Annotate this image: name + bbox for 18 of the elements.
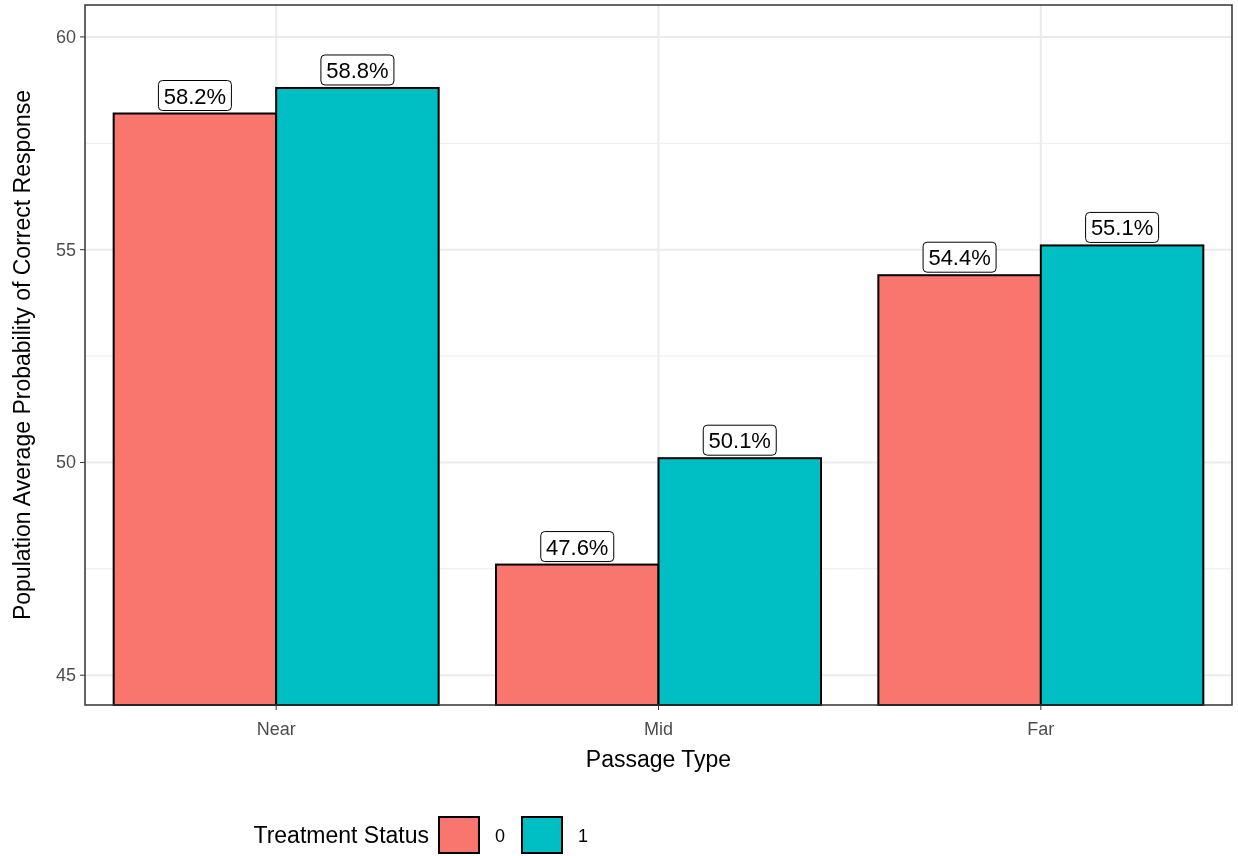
y-axis-title: Population Average Probability of Correct Response	[9, 89, 35, 621]
y-tick-label: 50	[55, 452, 76, 473]
data-label: 47.6%	[546, 534, 609, 560]
x-axis-title: Passage Type	[585, 746, 732, 772]
legend-title: Treatment Status	[253, 822, 429, 848]
x-tick-label: Near	[256, 719, 296, 739]
y-tick-label: 55	[55, 239, 76, 260]
legend-label: 0	[495, 826, 506, 846]
data-label: 55.1%	[1090, 215, 1154, 241]
y-tick-label: 60	[55, 26, 76, 47]
x-tick-label: Mid	[643, 719, 674, 739]
data-label: 58.8%	[326, 57, 389, 83]
y-tick-label: 45	[55, 665, 76, 686]
data-label: 54.4%	[928, 245, 991, 271]
x-tick-label: Far	[1027, 719, 1055, 739]
legend-label: 1	[578, 826, 589, 846]
data-label: 50.1%	[708, 428, 771, 454]
data-label: 58.2%	[163, 83, 227, 109]
